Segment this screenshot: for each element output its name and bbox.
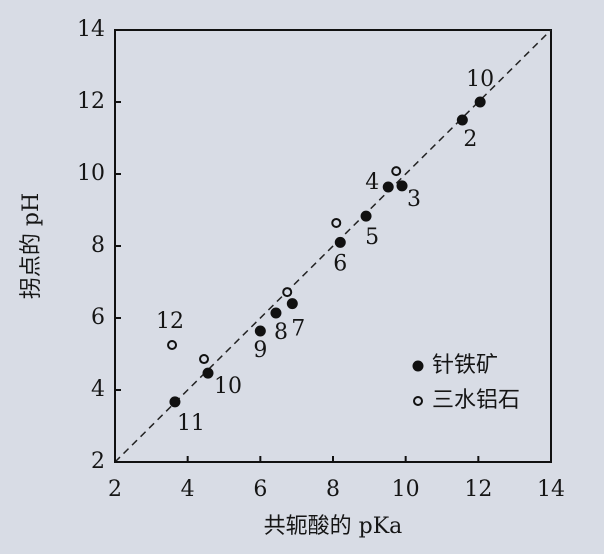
point — [270, 307, 282, 319]
point — [456, 114, 468, 126]
x-tick-label: 8 — [326, 477, 340, 502]
reference-line — [114, 29, 552, 463]
point — [286, 298, 298, 310]
legend-marker — [412, 360, 424, 372]
x-tick-label: 12 — [464, 477, 492, 502]
y-tick-label: 14 — [77, 17, 105, 42]
point — [396, 180, 408, 192]
y-tick-label: 8 — [91, 233, 105, 258]
point-label: 6 — [333, 251, 347, 276]
point-label: 9 — [253, 338, 267, 363]
x-tick-label: 14 — [537, 477, 565, 502]
legend-label: 针铁矿 — [432, 353, 498, 378]
point-label: 2 — [463, 127, 477, 152]
x-tick-label: 10 — [392, 477, 420, 502]
point — [334, 236, 346, 248]
y-tick-label: 4 — [91, 377, 105, 402]
point — [202, 367, 214, 379]
point — [282, 287, 293, 298]
x-axis-label: 共轭酸的 pKa — [264, 514, 403, 539]
point-label: 7 — [291, 317, 305, 342]
point — [391, 166, 402, 177]
y-tick-label: 6 — [91, 305, 105, 330]
y-axis-label: 拐点的 pH — [19, 193, 44, 299]
point-label: 3 — [407, 187, 421, 212]
point — [199, 354, 210, 365]
point-label: 4 — [365, 170, 379, 195]
y-tick-label: 10 — [77, 161, 105, 186]
point — [360, 210, 372, 222]
point-label: 10 — [214, 374, 242, 399]
point — [254, 325, 266, 337]
point — [382, 181, 394, 193]
x-tick-label: 2 — [108, 477, 122, 502]
x-tick-label: 6 — [253, 477, 267, 502]
point-label: 8 — [274, 320, 288, 345]
point — [167, 340, 178, 350]
point — [331, 217, 342, 228]
point-label: 12 — [156, 309, 184, 334]
y-tick-label: 12 — [77, 89, 105, 114]
point-label: 10 — [466, 67, 494, 92]
x-tick-label: 4 — [181, 477, 195, 502]
legend-label: 三水铝石 — [432, 388, 520, 413]
point — [474, 96, 486, 108]
point — [169, 396, 181, 408]
legend-marker — [413, 396, 423, 406]
point-label: 11 — [177, 411, 205, 436]
y-tick-label: 2 — [91, 449, 105, 474]
point-label: 5 — [365, 225, 379, 250]
